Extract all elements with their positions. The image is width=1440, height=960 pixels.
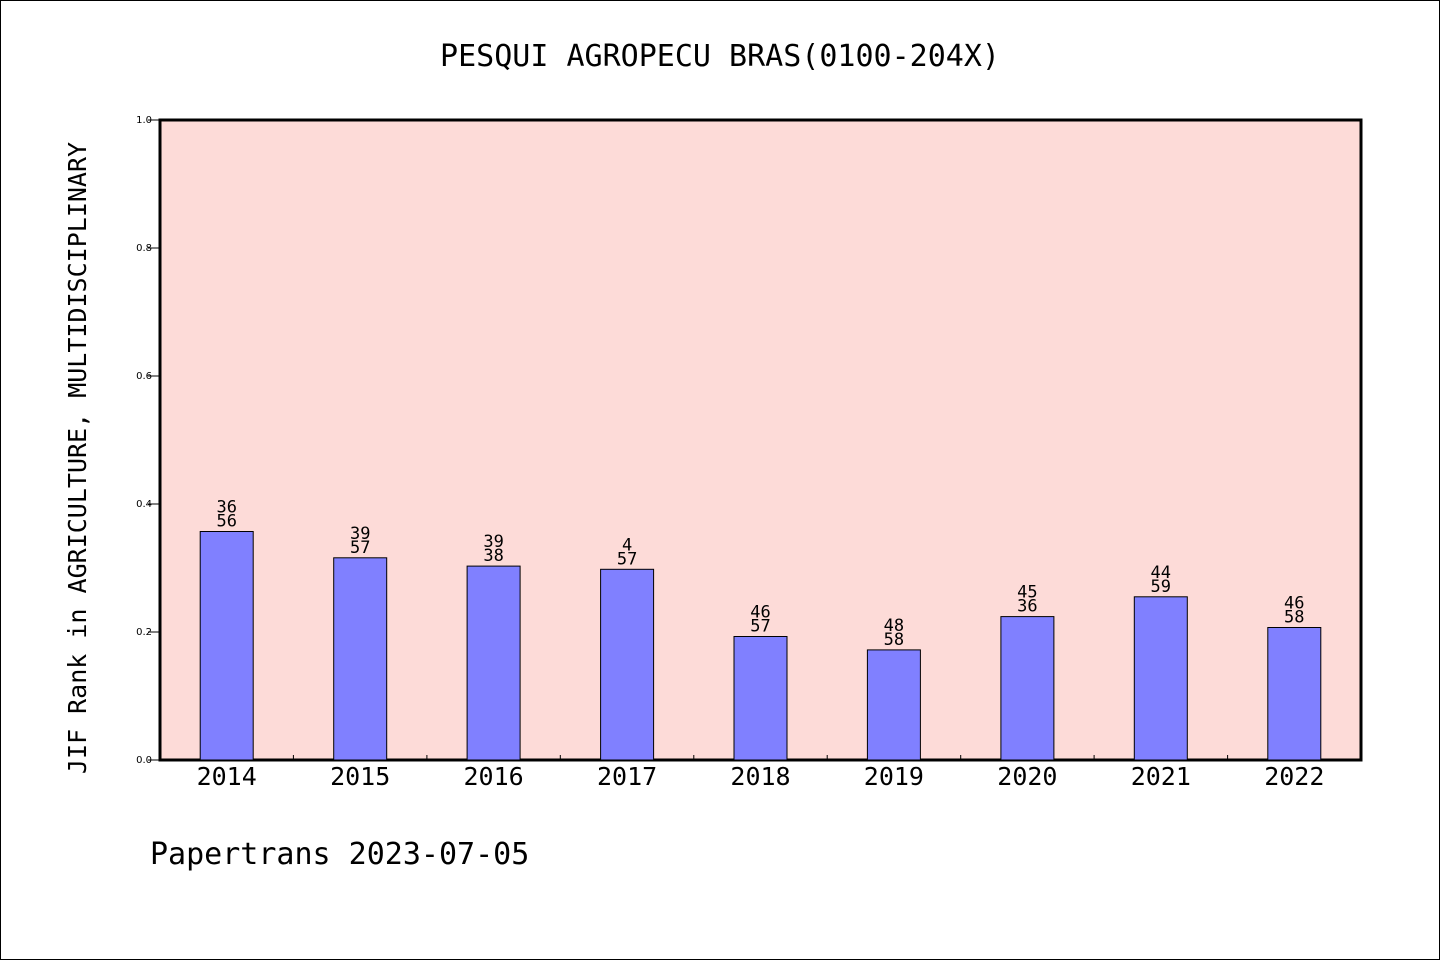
bar-rank-label-2015: 39: [350, 524, 370, 544]
bar-total-label-2014: 56: [216, 512, 236, 532]
x-tick-label-2019: 2019: [864, 762, 924, 791]
y-tick-label: 1.0: [136, 115, 152, 126]
bar-2022: [1267, 627, 1322, 761]
x-tick-label-2016: 2016: [463, 762, 523, 791]
bar-2019: [866, 649, 921, 761]
bar-rank-label-2020: 45: [1017, 583, 1037, 603]
bar-2014: [199, 531, 254, 761]
bar-total-label-2015: 57: [350, 538, 370, 558]
bar-2020: [1000, 616, 1055, 761]
bar-total-label-2017: 57: [617, 549, 637, 569]
bar-total-label-2021: 59: [1151, 577, 1171, 597]
y-tick-label: 0.4: [136, 499, 152, 510]
bar-total-label-2020: 36: [1017, 597, 1037, 617]
bar-rank-label-2014: 36: [216, 498, 236, 518]
x-tick-label-2015: 2015: [330, 762, 390, 791]
bar-2021: [1133, 596, 1188, 761]
bar-total-label-2022: 58: [1284, 608, 1304, 628]
bars-layer: [199, 531, 1322, 761]
bar-total-label-2016: 38: [483, 546, 503, 566]
x-tick-label-2017: 2017: [597, 762, 657, 791]
bar-2015: [333, 557, 388, 761]
bar-total-label-2018: 57: [750, 617, 770, 637]
x-tick-label-2021: 2021: [1131, 762, 1191, 791]
footer-credit: Papertrans 2023-07-05: [150, 837, 529, 872]
y-axis-label: JIF Rank in AGRICULTURE, MULTIDISCIPLINA…: [63, 142, 92, 774]
bar-rank-label-2019: 48: [884, 616, 904, 636]
bar-rank-label-2018: 46: [750, 603, 770, 623]
x-tick-label-2020: 2020: [997, 762, 1057, 791]
bar-rank-label-2017: 4: [622, 535, 632, 555]
bar-rank-label-2016: 39: [483, 532, 503, 552]
x-tick-label-2014: 2014: [197, 762, 257, 791]
y-tick-label: 0.0: [136, 755, 152, 766]
y-tick-label: 0.6: [136, 371, 152, 382]
bar-rank-label-2021: 44: [1151, 563, 1171, 583]
bar-2017: [600, 568, 655, 761]
x-tick-label-2018: 2018: [730, 762, 790, 791]
bar-total-label-2019: 58: [884, 630, 904, 650]
y-axis: 0.0 0.2 0.4 0.6 0.8 1.0: [136, 115, 160, 766]
bar-rank-label-2022: 46: [1284, 594, 1304, 614]
y-tick-label: 0.2: [136, 627, 152, 638]
chart-title: PESQUI AGROPECU BRAS(0100-204X): [440, 39, 1000, 74]
y-tick-label: 0.8: [136, 243, 152, 254]
x-tick-label-2022: 2022: [1264, 762, 1324, 791]
bar-2016: [466, 565, 521, 761]
bar-2018: [733, 636, 788, 761]
x-axis: 2014 2015 2016 2017 2018 2019 2020 2021 2022: [197, 755, 1324, 791]
